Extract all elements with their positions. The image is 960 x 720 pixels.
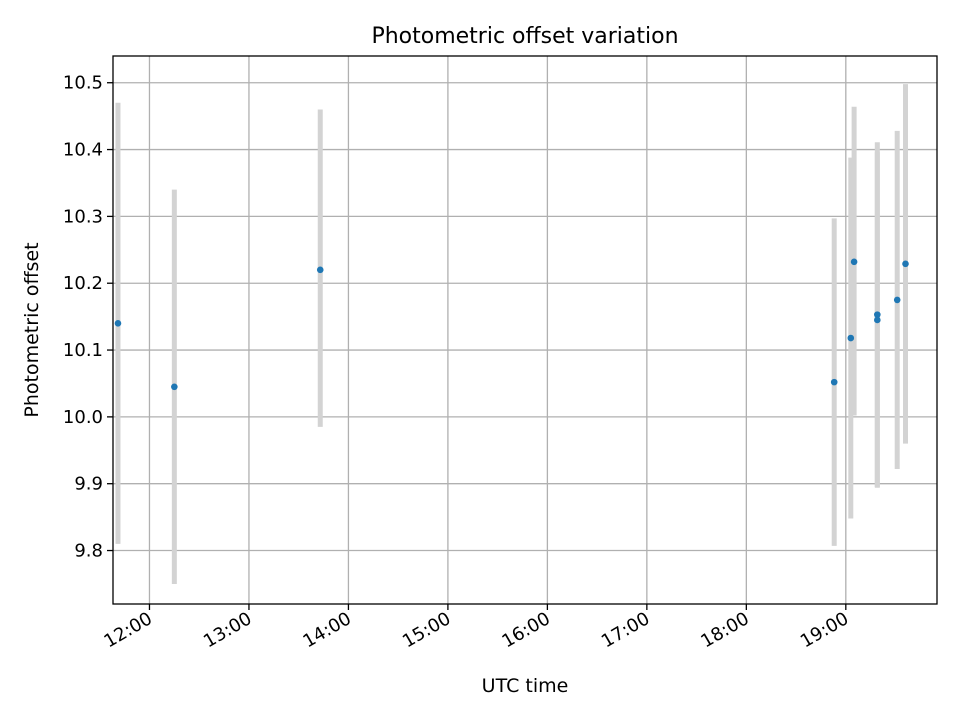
x-axis-label: UTC time — [482, 675, 569, 697]
x-tick-label: 16:00 — [498, 608, 553, 652]
data-point — [114, 320, 122, 327]
data-point — [171, 383, 178, 391]
x-tick-label: 15:00 — [399, 608, 454, 652]
y-tick-label: 10.5 — [63, 73, 103, 94]
x-tick-label: 17:00 — [598, 608, 653, 652]
chart-title: Photometric offset variation — [371, 24, 678, 49]
tick-layer: 12:00 13:00 14:00 15:00 16:00 17:00 18:00 19:00… — [63, 73, 852, 653]
data-point — [893, 296, 901, 304]
x-tick-label: 12:00 — [101, 608, 156, 652]
y-tick-label: 10.3 — [63, 206, 103, 227]
y-tick-label: 9.8 — [74, 541, 103, 562]
x-tick-label: 19:00 — [797, 608, 852, 652]
data-points — [114, 258, 909, 391]
y-tick-label: 9.9 — [74, 474, 103, 495]
data-point — [874, 311, 881, 318]
y-tick-label: 10.2 — [63, 273, 103, 294]
plot-frame — [112, 55, 938, 605]
data-point — [316, 266, 324, 274]
y-tick-label: 10.4 — [63, 140, 103, 161]
y-tick-label: 10.1 — [63, 340, 103, 361]
grid-layer — [113, 56, 937, 604]
data-point — [902, 260, 909, 268]
y-axis-label: Photometric offset — [21, 242, 43, 417]
error-bars — [115, 84, 908, 584]
data-point — [847, 334, 855, 342]
y-tick-label: 10.0 — [63, 407, 103, 428]
x-tick-label: 14:00 — [300, 608, 355, 652]
data-point — [850, 258, 858, 266]
x-tick-label: 13:00 — [200, 608, 255, 652]
x-tick-label: 18:00 — [697, 608, 752, 652]
data-point — [874, 316, 881, 324]
data-point — [830, 378, 838, 386]
